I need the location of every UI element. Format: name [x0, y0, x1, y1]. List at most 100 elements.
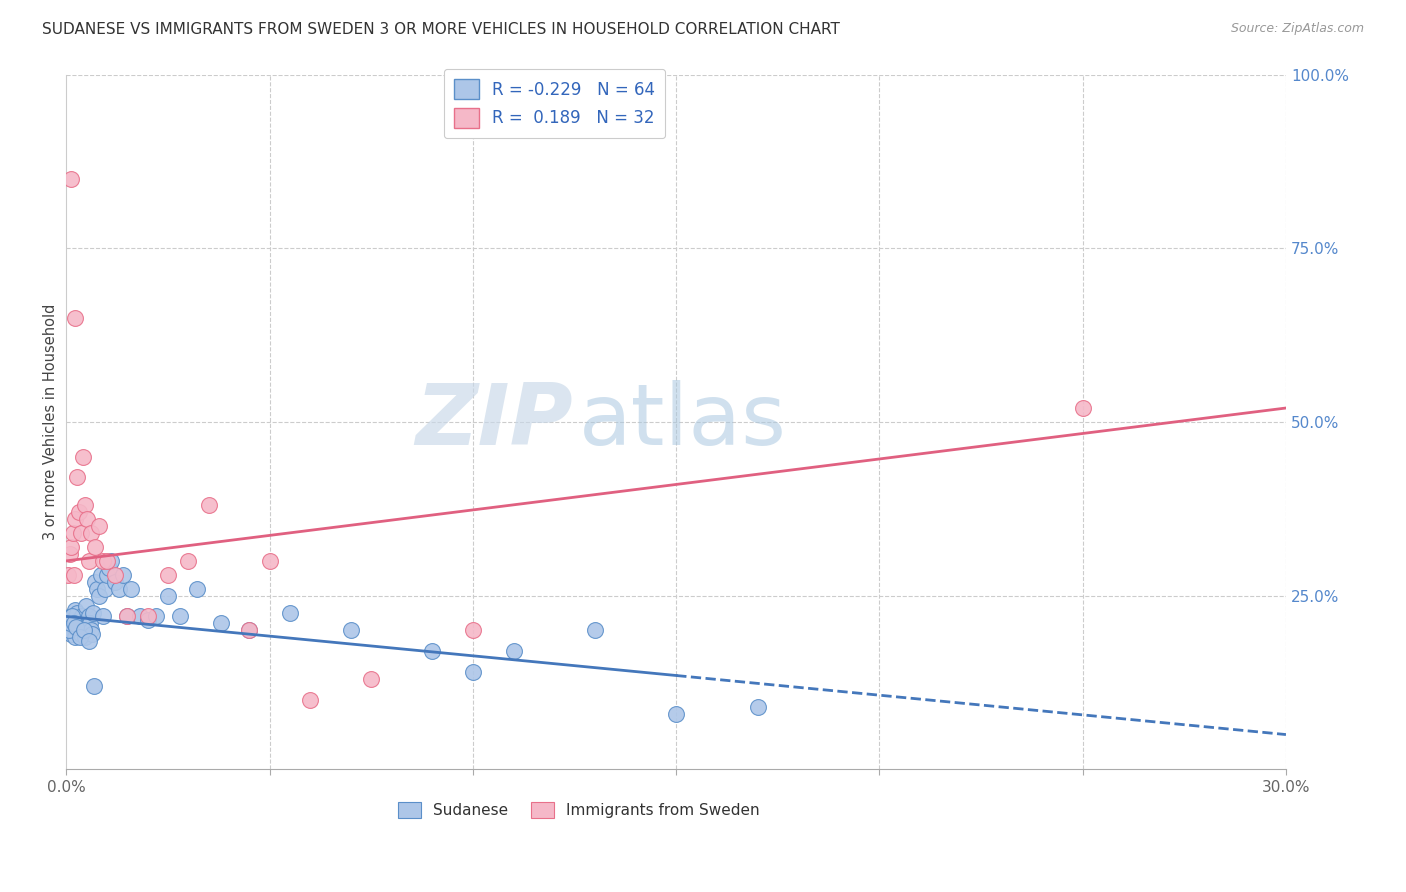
Point	[747, 699, 769, 714]
Point	[65, 606, 87, 620]
Point	[86, 582, 108, 596]
Point	[87, 589, 110, 603]
Point	[77, 633, 100, 648]
Point	[665, 706, 688, 721]
Point	[238, 624, 260, 638]
Legend: Sudanese, Immigrants from Sweden: Sudanese, Immigrants from Sweden	[391, 796, 766, 824]
Point	[209, 616, 232, 631]
Point	[461, 624, 484, 638]
Point	[69, 627, 91, 641]
Point	[67, 505, 90, 519]
Point	[60, 609, 83, 624]
Point	[104, 567, 127, 582]
Point	[80, 624, 103, 638]
Point	[117, 609, 139, 624]
Point	[100, 554, 122, 568]
Point	[177, 554, 200, 568]
Point	[72, 450, 94, 464]
Point	[76, 616, 98, 631]
Point	[76, 512, 98, 526]
Point	[66, 616, 89, 631]
Point	[84, 574, 107, 589]
Point	[77, 609, 100, 624]
Point	[136, 609, 159, 624]
Point	[60, 171, 83, 186]
Point	[65, 630, 87, 644]
Point	[63, 616, 86, 631]
Point	[121, 582, 143, 596]
Point	[84, 540, 107, 554]
Point	[69, 613, 91, 627]
Point	[96, 554, 118, 568]
Point	[169, 609, 191, 624]
Point	[76, 620, 98, 634]
Point	[360, 672, 382, 686]
Point	[77, 554, 100, 568]
Text: Source: ZipAtlas.com: Source: ZipAtlas.com	[1230, 22, 1364, 36]
Point	[62, 613, 84, 627]
Point	[73, 498, 96, 512]
Point	[340, 624, 363, 638]
Point	[73, 630, 96, 644]
Point	[80, 526, 103, 541]
Point	[98, 561, 121, 575]
Point	[67, 624, 90, 638]
Point	[461, 665, 484, 679]
Point	[62, 567, 84, 582]
Point	[128, 609, 150, 624]
Text: SUDANESE VS IMMIGRANTS FROM SWEDEN 3 OR MORE VEHICLES IN HOUSEHOLD CORRELATION C: SUDANESE VS IMMIGRANTS FROM SWEDEN 3 OR …	[42, 22, 839, 37]
Point	[278, 606, 301, 620]
Point	[197, 498, 219, 512]
Point	[136, 613, 159, 627]
Point	[58, 616, 80, 631]
Point	[108, 582, 131, 596]
Point	[59, 627, 82, 641]
Point	[502, 644, 524, 658]
Point	[82, 606, 104, 620]
Point	[72, 616, 94, 631]
Point	[63, 512, 86, 526]
Point	[145, 609, 167, 624]
Point	[91, 609, 114, 624]
Point	[91, 554, 114, 568]
Point	[299, 693, 322, 707]
Point	[75, 599, 97, 613]
Point	[157, 567, 180, 582]
Text: ZIP: ZIP	[415, 380, 572, 464]
Point	[60, 609, 83, 624]
Point	[96, 567, 118, 582]
Point	[69, 630, 91, 644]
Point	[94, 582, 117, 596]
Point	[420, 644, 443, 658]
Point	[59, 547, 82, 561]
Point	[87, 519, 110, 533]
Point	[1071, 401, 1094, 415]
Point	[186, 582, 208, 596]
Point	[70, 609, 93, 624]
Text: atlas: atlas	[579, 380, 786, 464]
Point	[112, 567, 135, 582]
Point	[62, 526, 84, 541]
Point	[69, 526, 91, 541]
Point	[59, 624, 82, 638]
Point	[65, 470, 87, 484]
Point	[90, 567, 112, 582]
Point	[238, 624, 260, 638]
Point	[117, 609, 139, 624]
Point	[73, 624, 96, 638]
Point	[62, 620, 84, 634]
Point	[65, 310, 87, 325]
Point	[72, 624, 94, 638]
Point	[259, 554, 281, 568]
Y-axis label: 3 or more Vehicles in Household: 3 or more Vehicles in Household	[44, 303, 58, 540]
Point	[63, 602, 86, 616]
Point	[58, 624, 80, 638]
Point	[157, 589, 180, 603]
Point	[59, 616, 82, 631]
Point	[104, 574, 127, 589]
Point	[83, 679, 105, 693]
Point	[59, 540, 82, 554]
Point	[79, 616, 101, 631]
Point	[65, 620, 87, 634]
Point	[583, 624, 606, 638]
